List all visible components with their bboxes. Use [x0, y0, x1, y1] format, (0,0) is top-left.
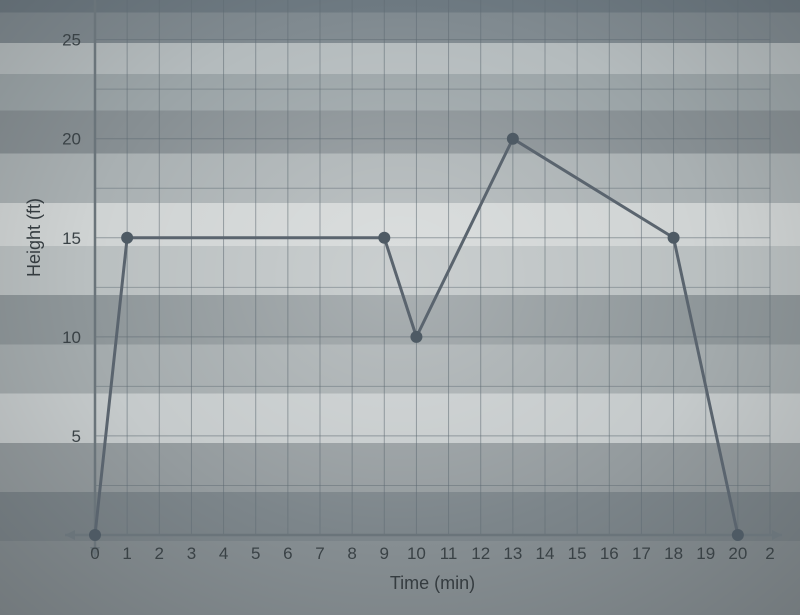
x-tick-label: 5: [251, 544, 260, 563]
x-axis-title: Time (min): [390, 573, 475, 593]
data-point: [378, 232, 390, 244]
x-tick-label: 1: [122, 544, 131, 563]
chart-container: { "chart": { "type": "line", "background…: [0, 0, 800, 615]
x-tick-label: 2: [765, 544, 774, 563]
x-tick-label: 20: [728, 544, 747, 563]
data-point: [668, 232, 680, 244]
data-point: [121, 232, 133, 244]
x-tick-label: 15: [568, 544, 587, 563]
x-tick-label: 12: [471, 544, 490, 563]
y-tick-label: 15: [62, 229, 81, 248]
x-tick-label: 16: [600, 544, 619, 563]
x-tick-label: 2: [155, 544, 164, 563]
x-axis-arrow-left: [65, 530, 75, 540]
y-tick-label: 25: [62, 31, 81, 50]
x-tick-label: 13: [503, 544, 522, 563]
x-axis-arrow-right: [772, 530, 782, 540]
x-tick-label: 11: [440, 544, 458, 563]
x-tick-label: 17: [632, 544, 651, 563]
y-tick-label: 10: [62, 328, 81, 347]
data-point: [732, 529, 744, 541]
x-tick-label: 4: [219, 544, 228, 563]
y-tick-label: 5: [72, 427, 81, 446]
x-tick-label: 10: [407, 544, 426, 563]
x-tick-label: 6: [283, 544, 292, 563]
x-tick-label: 7: [315, 544, 324, 563]
line-chart: 0123456789101112131415161718192025101520…: [0, 0, 800, 615]
data-point: [89, 529, 101, 541]
x-tick-label: 19: [696, 544, 715, 563]
x-tick-label: 0: [90, 544, 99, 563]
x-tick-label: 3: [187, 544, 196, 563]
x-tick-label: 14: [536, 544, 555, 563]
x-tick-label: 18: [664, 544, 683, 563]
data-point: [507, 133, 519, 145]
y-tick-label: 20: [62, 130, 81, 149]
data-point: [410, 331, 422, 343]
y-axis-title: Height (ft): [24, 198, 44, 277]
x-tick-label: 8: [347, 544, 356, 563]
x-tick-label: 9: [380, 544, 389, 563]
